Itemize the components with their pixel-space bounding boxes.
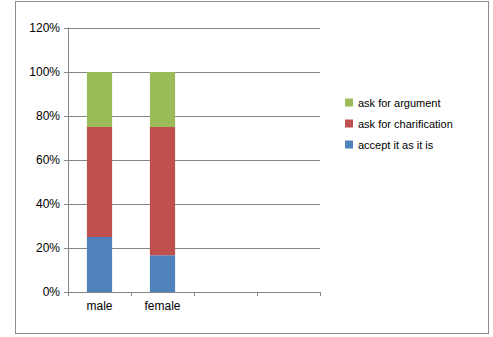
svg-text:80%: 80% bbox=[36, 109, 60, 123]
svg-text:ask for charification: ask for charification bbox=[358, 118, 453, 130]
svg-text:20%: 20% bbox=[36, 241, 60, 255]
svg-text:100%: 100% bbox=[29, 65, 60, 79]
svg-text:female: female bbox=[144, 299, 180, 313]
svg-text:120%: 120% bbox=[29, 21, 60, 35]
svg-text:ask for argument: ask for argument bbox=[358, 97, 441, 109]
svg-text:male: male bbox=[86, 299, 112, 313]
svg-text:0%: 0% bbox=[43, 285, 61, 299]
svg-text:accept it as it is: accept it as it is bbox=[358, 139, 434, 151]
svg-text:60%: 60% bbox=[36, 153, 60, 167]
svg-text:40%: 40% bbox=[36, 197, 60, 211]
